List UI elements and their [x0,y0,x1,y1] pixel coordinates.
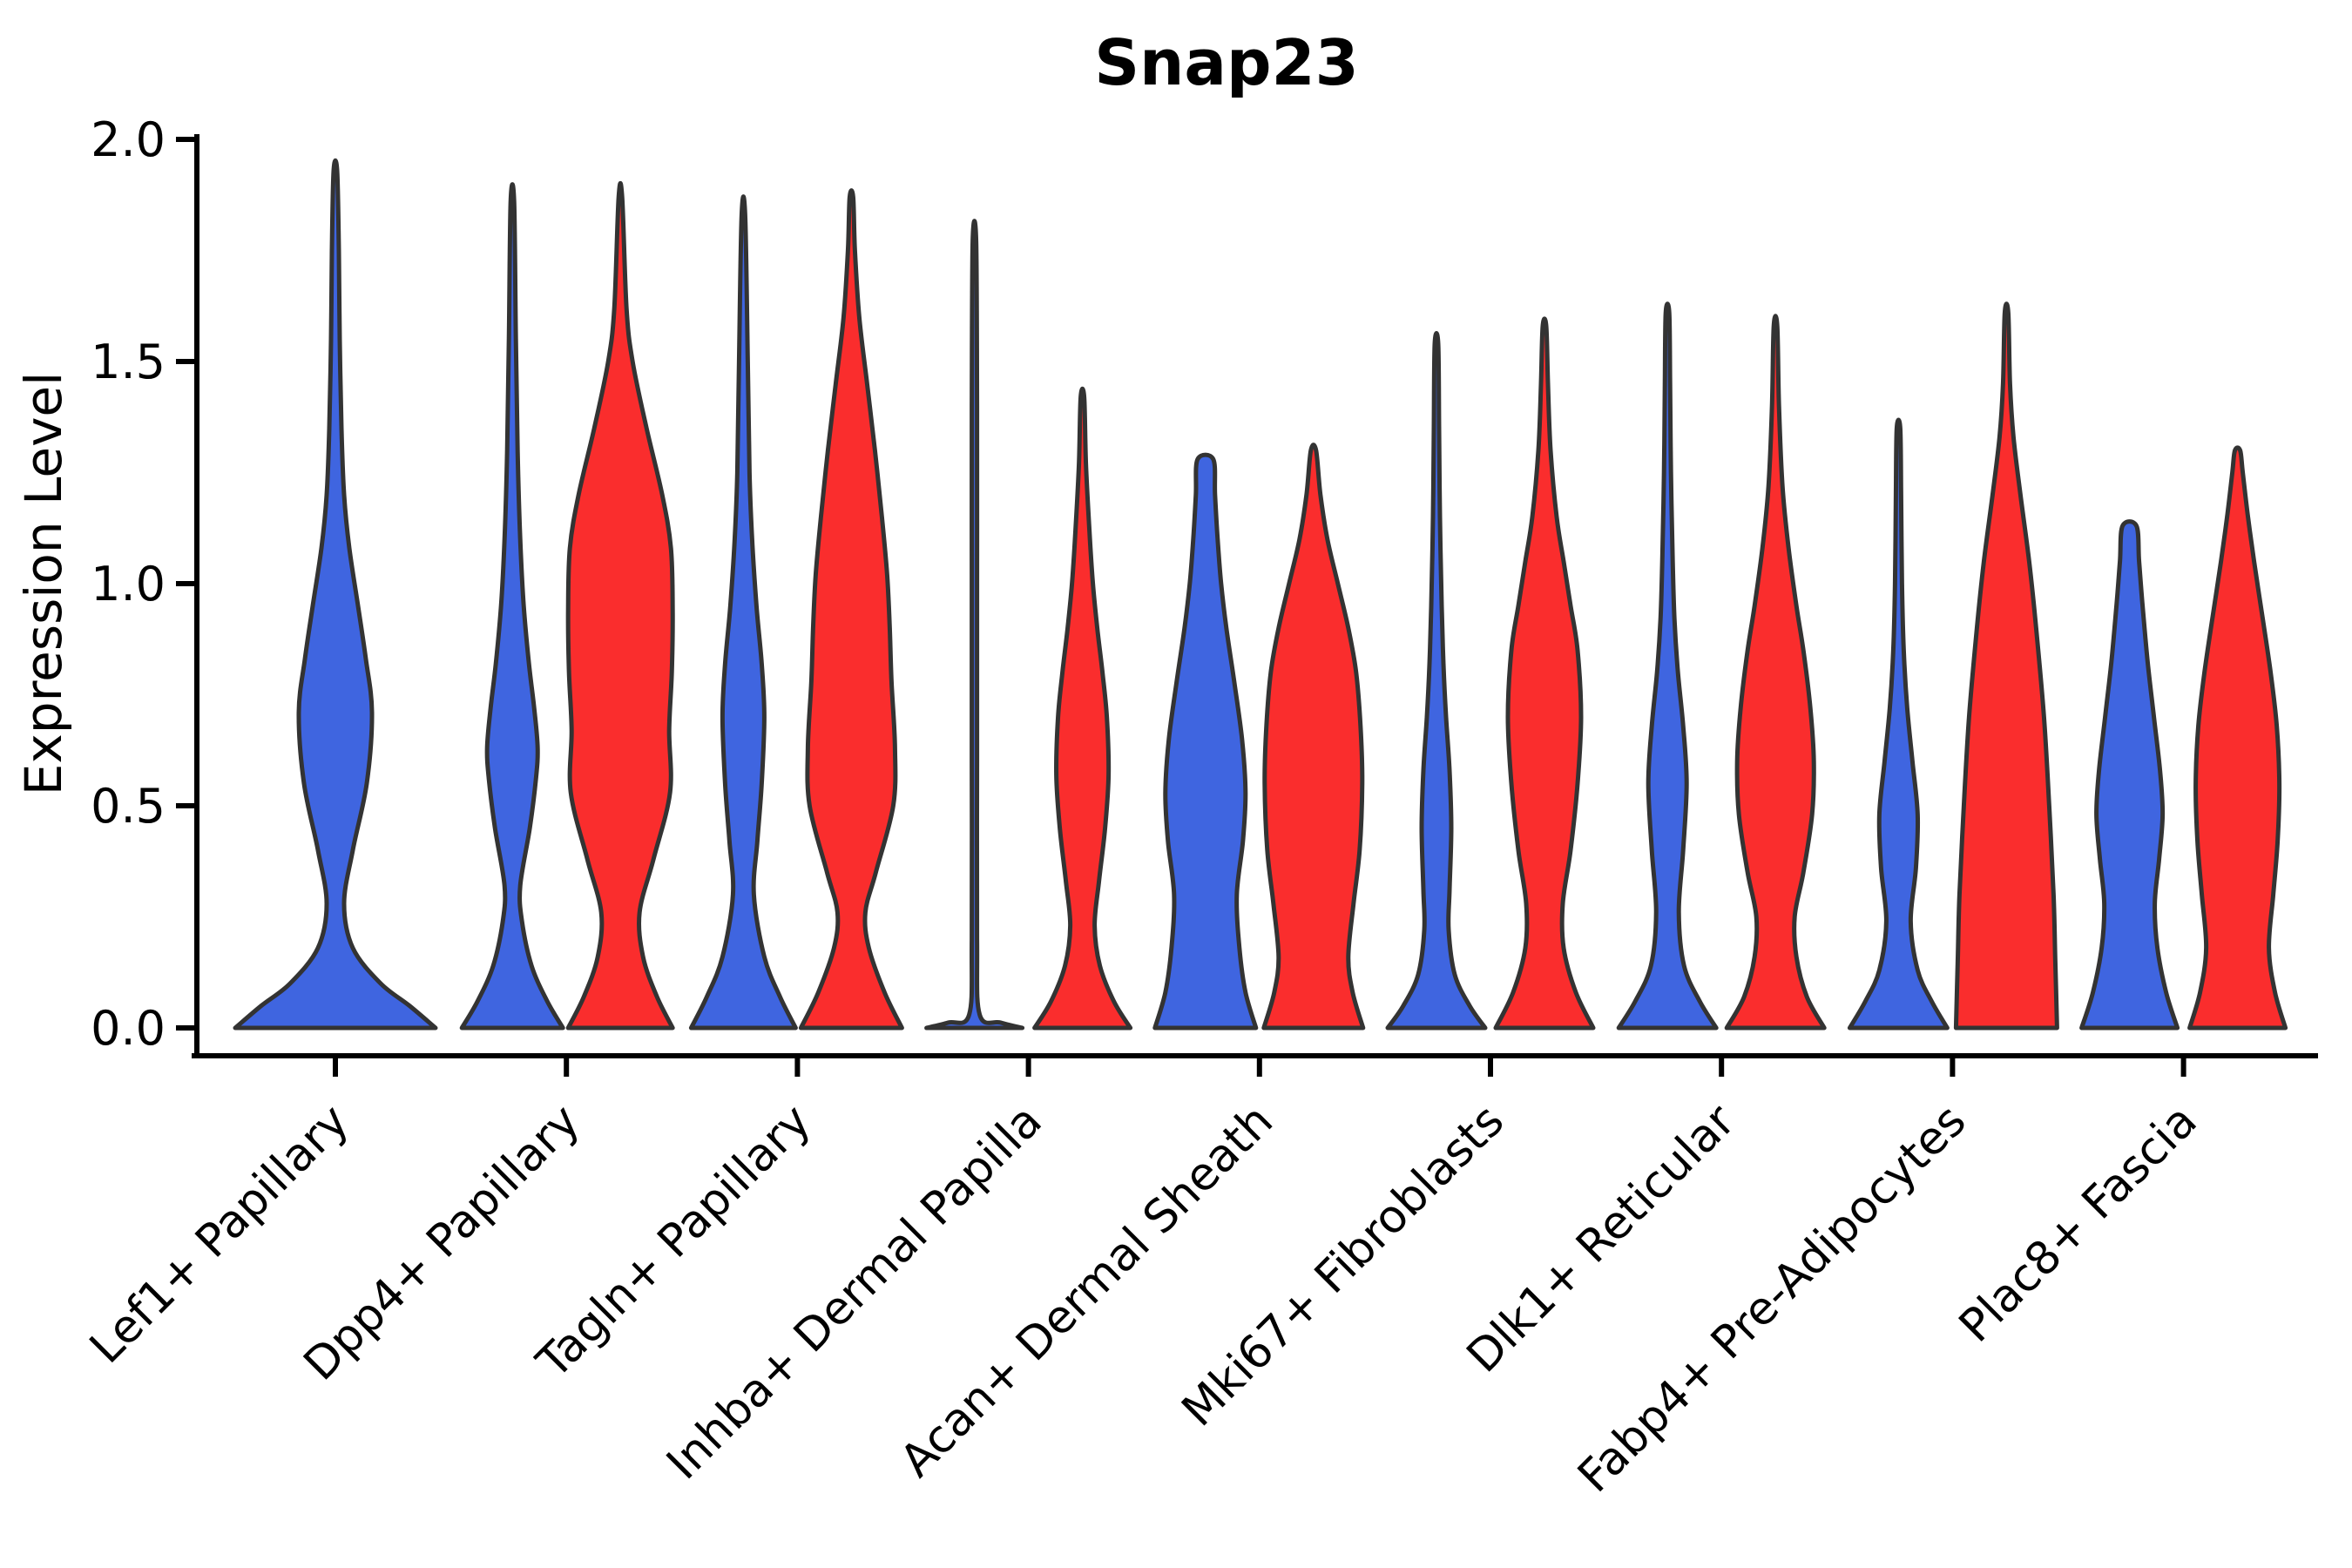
violin-7-red [1953,301,2059,1031]
violin-4-blue [1152,452,1259,1031]
violin-4-red [1261,443,1366,1031]
violin-2-red [798,188,904,1031]
y-tick-label-1.5: 1.5 [91,335,166,389]
violin-6-blue [1616,301,1719,1031]
violin-8-blue [2079,519,2180,1031]
x-tick-label-7: Fabp4+ Pre-Adipocytes [1568,1095,1976,1503]
x-tick-label-4: Acan+ Dermal Sheath [890,1095,1283,1488]
violins-layer [233,158,2288,1031]
violin-5-red [1493,316,1596,1031]
violin-1-blue [459,182,565,1031]
violin-8-red [2187,445,2288,1031]
x-tick-label-8: Plac8+ Fascia [1950,1095,2207,1353]
y-tick-label-1.0: 1.0 [91,557,166,612]
y-tick-label-0.0: 0.0 [91,1001,166,1056]
y-tick-label-0.5: 0.5 [91,779,166,834]
violin-2-blue [688,194,798,1031]
x-tick-label-3: Inhba+ Dermal Papilla [657,1095,1051,1490]
violin-3-red [1032,386,1133,1031]
y-tick-label-2.0: 2.0 [91,112,166,167]
y-axis-label: Expression Level [14,372,73,795]
violin-7-blue [1847,417,1950,1031]
axes-layer [176,134,2318,1077]
violin-3-blue [924,219,1025,1031]
violin-6-red [1724,314,1827,1031]
violin-0-blue [233,158,438,1031]
violin-1-red [565,180,675,1031]
violin-5-blue [1385,331,1488,1031]
chart-title: Snap23 [1094,26,1358,99]
